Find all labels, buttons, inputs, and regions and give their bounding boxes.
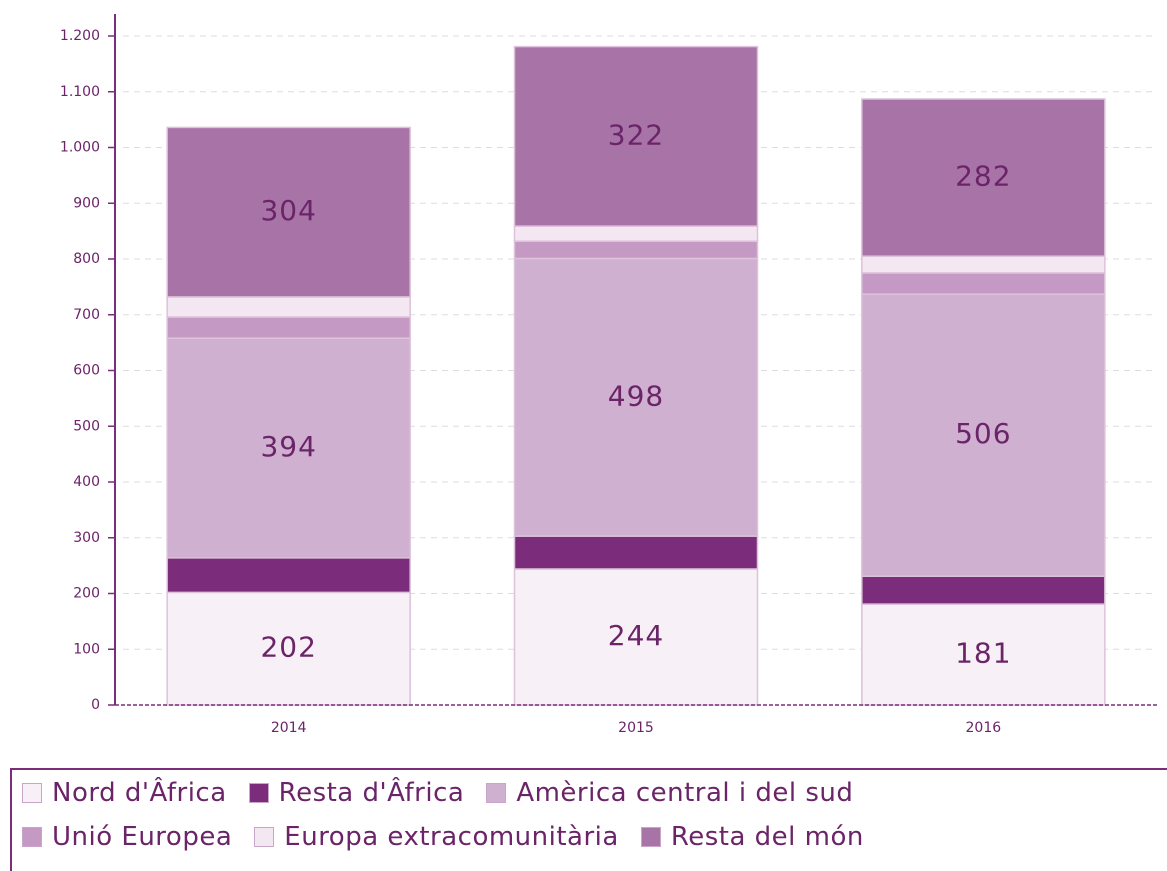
data-label: 506 — [955, 417, 1011, 450]
legend-label: Europa extracomunitària — [284, 822, 619, 852]
x-tick-label: 2015 — [618, 720, 654, 736]
legend-swatch — [486, 783, 507, 803]
legend-label: Unió Europea — [52, 822, 233, 852]
bar-segment — [166, 591, 411, 706]
legend-item: Unió Europea — [22, 822, 232, 852]
data-label: 282 — [955, 160, 1011, 193]
bar-segment — [166, 316, 411, 339]
legend-item: Amèrica central i del sud — [486, 778, 853, 808]
bar-segment — [861, 98, 1106, 257]
y-tick-label: 1.000 — [60, 140, 100, 156]
legend-label: Resta del món — [670, 822, 864, 852]
bar-segment — [513, 240, 759, 260]
bar-segment — [513, 535, 759, 570]
data-label: 202 — [260, 631, 316, 664]
y-tick-label: 700 — [73, 307, 100, 323]
data-label: 244 — [608, 619, 664, 652]
y-tick-label: 300 — [73, 530, 100, 546]
legend-label: Nord d'Âfrica — [52, 778, 227, 808]
legend-swatch — [254, 827, 275, 847]
y-tick-label: 900 — [73, 195, 100, 211]
y-tick-label: 1.100 — [60, 84, 100, 100]
bar-segment — [861, 293, 1106, 577]
chart: 0 100 200 300 400 500 600 700 800 900 1.000 1.100 1.… — [60, 14, 1157, 736]
bar-segment — [513, 257, 759, 537]
data-label: 181 — [955, 637, 1011, 670]
y-tick-label: 800 — [73, 251, 100, 267]
bar-segment — [861, 272, 1106, 295]
legend-swatch — [640, 827, 661, 847]
legend-label: Amèrica central i del sud — [516, 778, 854, 808]
bar-segment — [861, 255, 1106, 274]
y-tick-label: 500 — [73, 418, 100, 434]
y-tick-label: 200 — [73, 586, 100, 602]
legend-items: Nord d'Âfrica Resta d'Âfrica Amèrica centr… — [12, 770, 1002, 852]
data-label: 304 — [260, 194, 316, 227]
legend-label: Resta d'Âfrica — [278, 778, 465, 808]
bar-segment — [166, 126, 411, 298]
data-label: 498 — [608, 379, 664, 412]
y-tick-label: 400 — [73, 474, 100, 490]
bar-segment — [861, 603, 1106, 706]
legend-swatch — [248, 783, 269, 803]
bar-segment — [166, 296, 411, 318]
bar-segment — [513, 225, 759, 242]
bar-segment — [166, 337, 411, 559]
data-label: 394 — [260, 430, 316, 463]
legend-item: Europa extracomunitària — [254, 822, 619, 852]
data-label: 322 — [608, 118, 664, 151]
bar-segment — [513, 45, 759, 227]
legend-item: Resta del món — [640, 822, 864, 852]
legend-item: Resta d'Âfrica — [248, 778, 465, 808]
legend: Nord d'Âfrica Resta d'Âfrica Amèrica centr… — [10, 768, 1167, 871]
x-tick-label: 2016 — [966, 720, 1002, 736]
legend-swatch — [22, 827, 42, 847]
y-tick-label: 0 — [91, 697, 100, 713]
bar-segment — [166, 557, 411, 594]
y-tick-label: 600 — [73, 363, 100, 379]
legend-swatch — [22, 783, 42, 803]
y-tick-label: 1.200 — [60, 28, 100, 44]
x-tick-label: 2014 — [271, 720, 307, 736]
legend-item: Nord d'Âfrica — [22, 778, 227, 808]
bar-segment — [861, 575, 1106, 605]
y-tick-label: 100 — [73, 641, 100, 657]
